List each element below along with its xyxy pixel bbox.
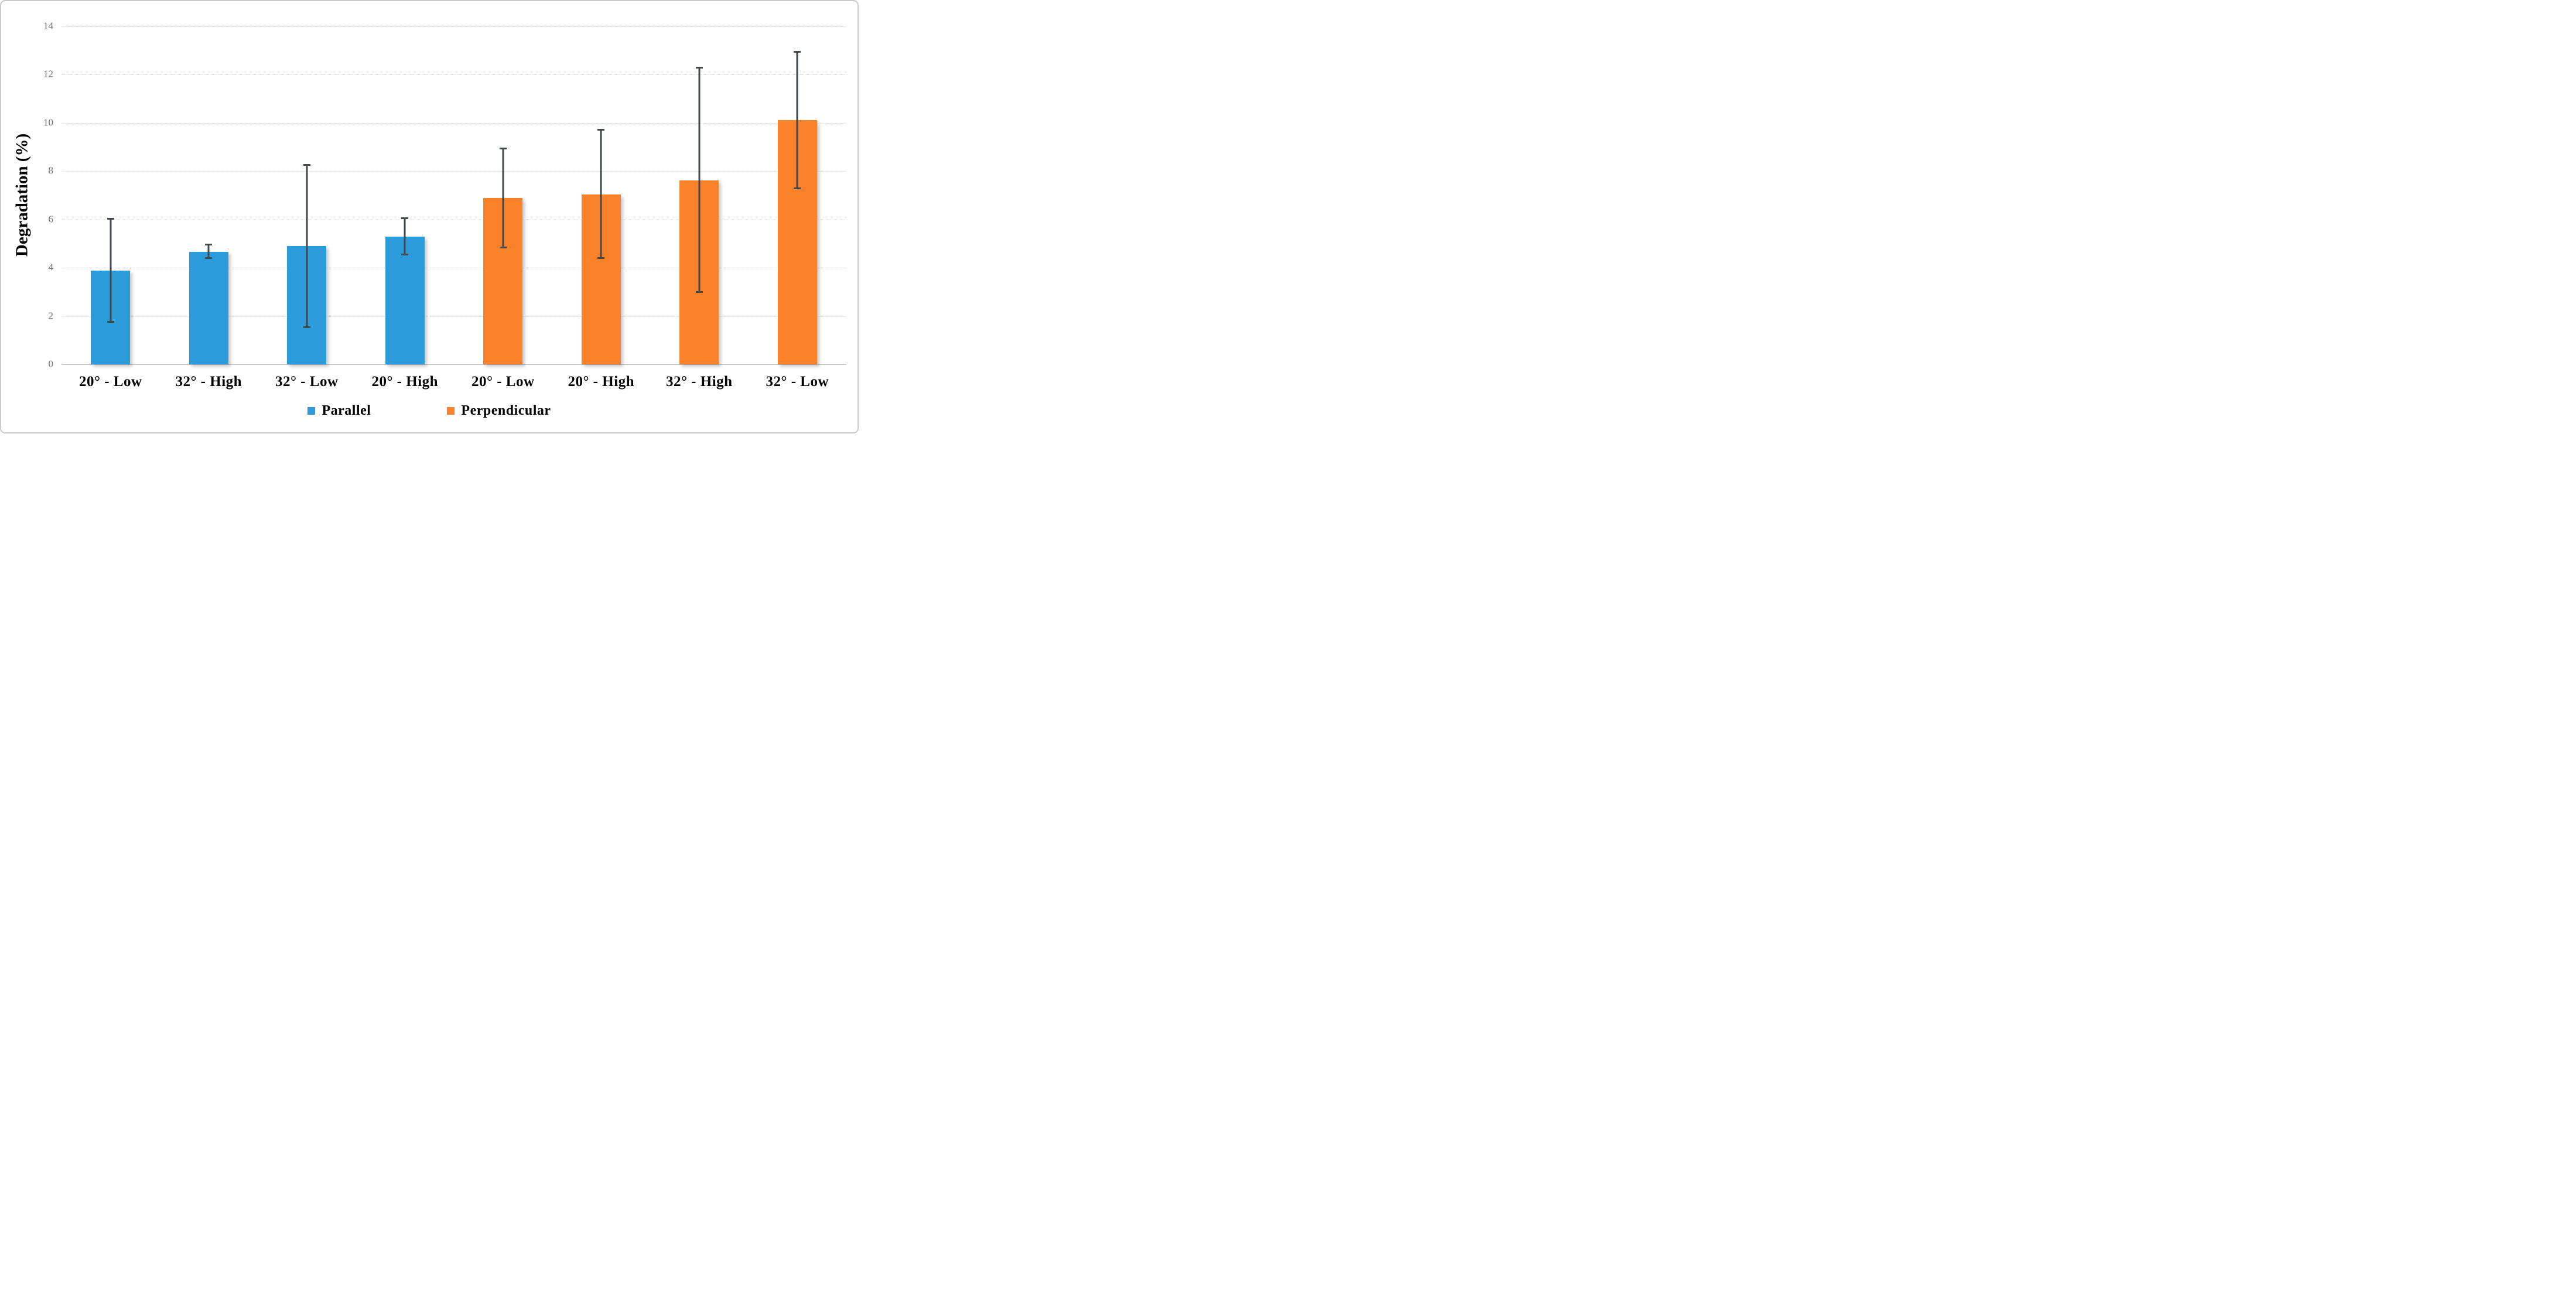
error-bar-bottom-cap [499,246,507,248]
error-bar [600,129,602,258]
x-axis-category-label: 32° - Low [275,374,339,390]
error-bar-top-cap [499,148,507,150]
x-axis-category-label: 32° - High [665,374,733,390]
error-bar-bottom-cap [205,257,213,259]
legend-item-parallel: Parallel [308,403,371,419]
error-bar-bottom-cap [107,321,114,323]
y-tick-label: 8 [48,165,54,176]
y-tick-label: 12 [43,69,53,80]
legend-marker-icon [447,407,455,415]
x-axis-category-label: 20° - High [568,374,635,390]
x-axis-category-label: 32° - Low [766,374,829,390]
error-bar-top-cap [303,164,310,166]
gridline [62,122,846,124]
error-bar-bottom-cap [695,291,703,293]
gridline [62,171,846,172]
error-bar [207,244,210,258]
error-bar-bottom-cap [303,326,310,328]
error-bar-bottom-cap [401,253,409,255]
bar-parallel [385,236,425,364]
error-bar-top-cap [401,217,409,220]
error-bar [110,218,112,322]
y-tick-label: 6 [48,213,54,225]
gridline [62,74,846,76]
error-bar-top-cap [107,217,114,220]
legend-label: Parallel [322,403,371,418]
error-bar-top-cap [794,51,801,53]
y-tick-label: 2 [48,310,54,322]
y-tick-label: 14 [43,20,53,32]
error-bar-top-cap [695,67,703,69]
bar-chart-figure: Degradation (%) 0 2 4 6 8 10 12 14 20° - Low 32° … [0,0,859,433]
error-bar [796,52,798,189]
legend: Parallel Perpendicular [1,403,857,419]
legend-item-perpendicular: Perpendicular [447,403,551,419]
x-axis-category-label: 20° - Low [471,374,535,390]
x-axis-line [62,364,846,365]
error-bar [502,148,504,248]
legend-label: Perpendicular [461,403,551,418]
gridline [62,316,846,317]
error-bar-bottom-cap [794,187,801,190]
y-tick-label: 4 [48,261,54,273]
x-axis-category-label: 20° - Low [78,374,142,390]
error-bar [404,218,406,255]
gridline [62,26,846,27]
y-tick-label: 0 [48,358,54,370]
y-tick-label: 10 [43,117,53,128]
legend-marker-icon [308,407,316,415]
error-bar [698,67,701,292]
x-axis-category-label: 32° - High [175,374,242,390]
error-bar-bottom-cap [597,257,605,259]
bar-parallel [189,251,228,364]
error-bar-top-cap [205,244,213,246]
error-bar-top-cap [597,128,605,131]
error-bar [306,165,308,327]
x-axis-category-label: 20° - High [371,374,439,390]
y-axis-title: Degradation (%) [12,133,32,257]
plot-area: 0 2 4 6 8 10 12 14 20° - Low 32° - High 32° - Low 2… [43,21,846,390]
